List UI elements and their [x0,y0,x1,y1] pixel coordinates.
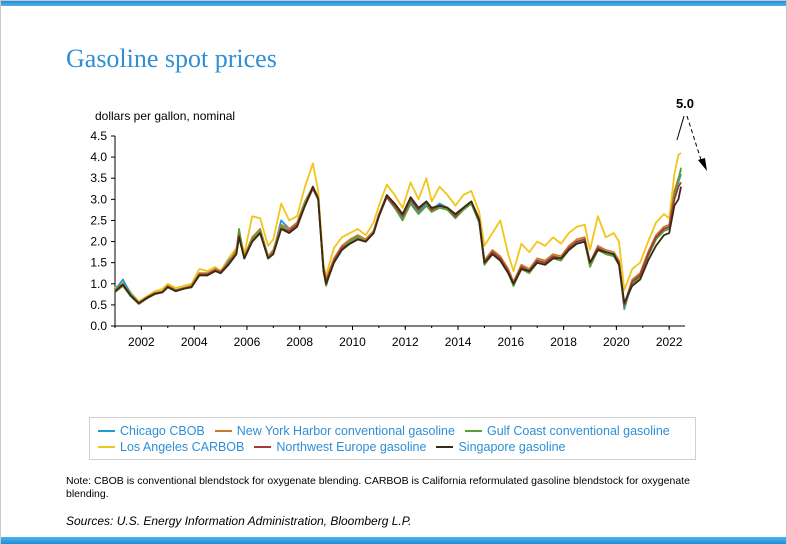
legend-swatch-la [98,446,115,448]
annotation-arrow-solid [676,115,685,141]
series-line-sing [114,185,682,305]
y-tick-label-0: 0.0 [90,319,107,333]
legend: Chicago CBOB New York Harbor conventiona… [89,417,696,460]
y-tick-label-5: 2.5 [90,213,107,227]
legend-row-2: Los Angeles CARBOB Northwest Europe gaso… [98,438,576,456]
legend-item-nyh: New York Harbor conventional gasoline [214,424,455,438]
legend-item-nwe: Northwest Europe gasoline [254,440,426,454]
annotation-arrow-dashed [686,115,703,164]
legend-item-chicago: Chicago CBOB [98,424,205,438]
annotation-group: 5.0 [676,96,707,171]
x-tick-label-3: 2008 [286,335,313,349]
legend-label-nyh: New York Harbor conventional gasoline [236,424,455,438]
legend-label-chicago: Chicago CBOB [120,424,205,438]
bottom-accent-bar [1,537,786,544]
x-tick-label-1: 2004 [181,335,208,349]
legend-label-sing: Singapore gasoline [458,440,566,454]
chart-title: Gasoline spot prices [66,44,277,73]
legend-item-sing: Singapore gasoline [436,440,566,454]
y-tick-label-2: 1.0 [90,277,107,291]
x-tick-label-7: 2016 [497,335,524,349]
y-tick-label-1: 0.5 [90,298,107,312]
legend-row-1: Chicago CBOB New York Harbor conventiona… [98,422,680,440]
x-tick-label-8: 2018 [550,335,577,349]
x-tick-label-10: 2022 [656,335,683,349]
legend-label-gulf: Gulf Coast conventional gasoline [486,424,670,438]
annotation-label: 5.0 [676,96,694,111]
x-tick-label-9: 2020 [603,335,630,349]
legend-swatch-nyh [214,430,232,432]
y-tick-label-7: 3.5 [90,171,107,185]
x-tick-label-5: 2012 [392,335,419,349]
y-axis-label: dollars per gallon, nominal [95,109,236,123]
series-lines [114,152,682,311]
y-tick-label-4: 2.0 [90,235,107,249]
top-accent-bar [1,1,786,6]
y-tick-label-9: 4.5 [90,129,107,143]
y-tick-label-8: 4.0 [90,150,107,164]
x-tick-label-4: 2010 [339,335,366,349]
x-tick-label-6: 2014 [445,335,472,349]
legend-label-nwe: Northwest Europe gasoline [276,440,427,454]
footnote: Note: CBOB is conventional blendstock fo… [66,475,690,500]
series-line-la [114,152,682,303]
source-line: Sources: U.S. Energy Information Adminis… [66,514,412,528]
legend-swatch-sing [436,446,454,448]
series-line-chicago [114,173,682,311]
legend-label-la: Los Angeles CARBOB [120,440,245,454]
legend-swatch-gulf [464,430,482,432]
x-tick-label-2: 2006 [234,335,261,349]
y-tick-label-6: 3.0 [90,192,107,206]
axes: 0.0 0.5 1.0 1.5 2.0 2.5 3.0 3.5 4.0 4.5 2002 2004 20… [90,129,685,349]
annotation-arrowhead [698,158,707,171]
legend-item-gulf: Gulf Coast conventional gasoline [464,424,670,438]
series-line-nyh [114,169,682,306]
legend-swatch-chicago [98,430,115,432]
series-line-gulf [114,167,682,308]
y-tick-label-3: 1.5 [90,256,107,270]
legend-swatch-nwe [254,446,272,448]
legend-item-la: Los Angeles CARBOB [98,440,244,454]
x-tick-label-0: 2002 [128,335,155,349]
